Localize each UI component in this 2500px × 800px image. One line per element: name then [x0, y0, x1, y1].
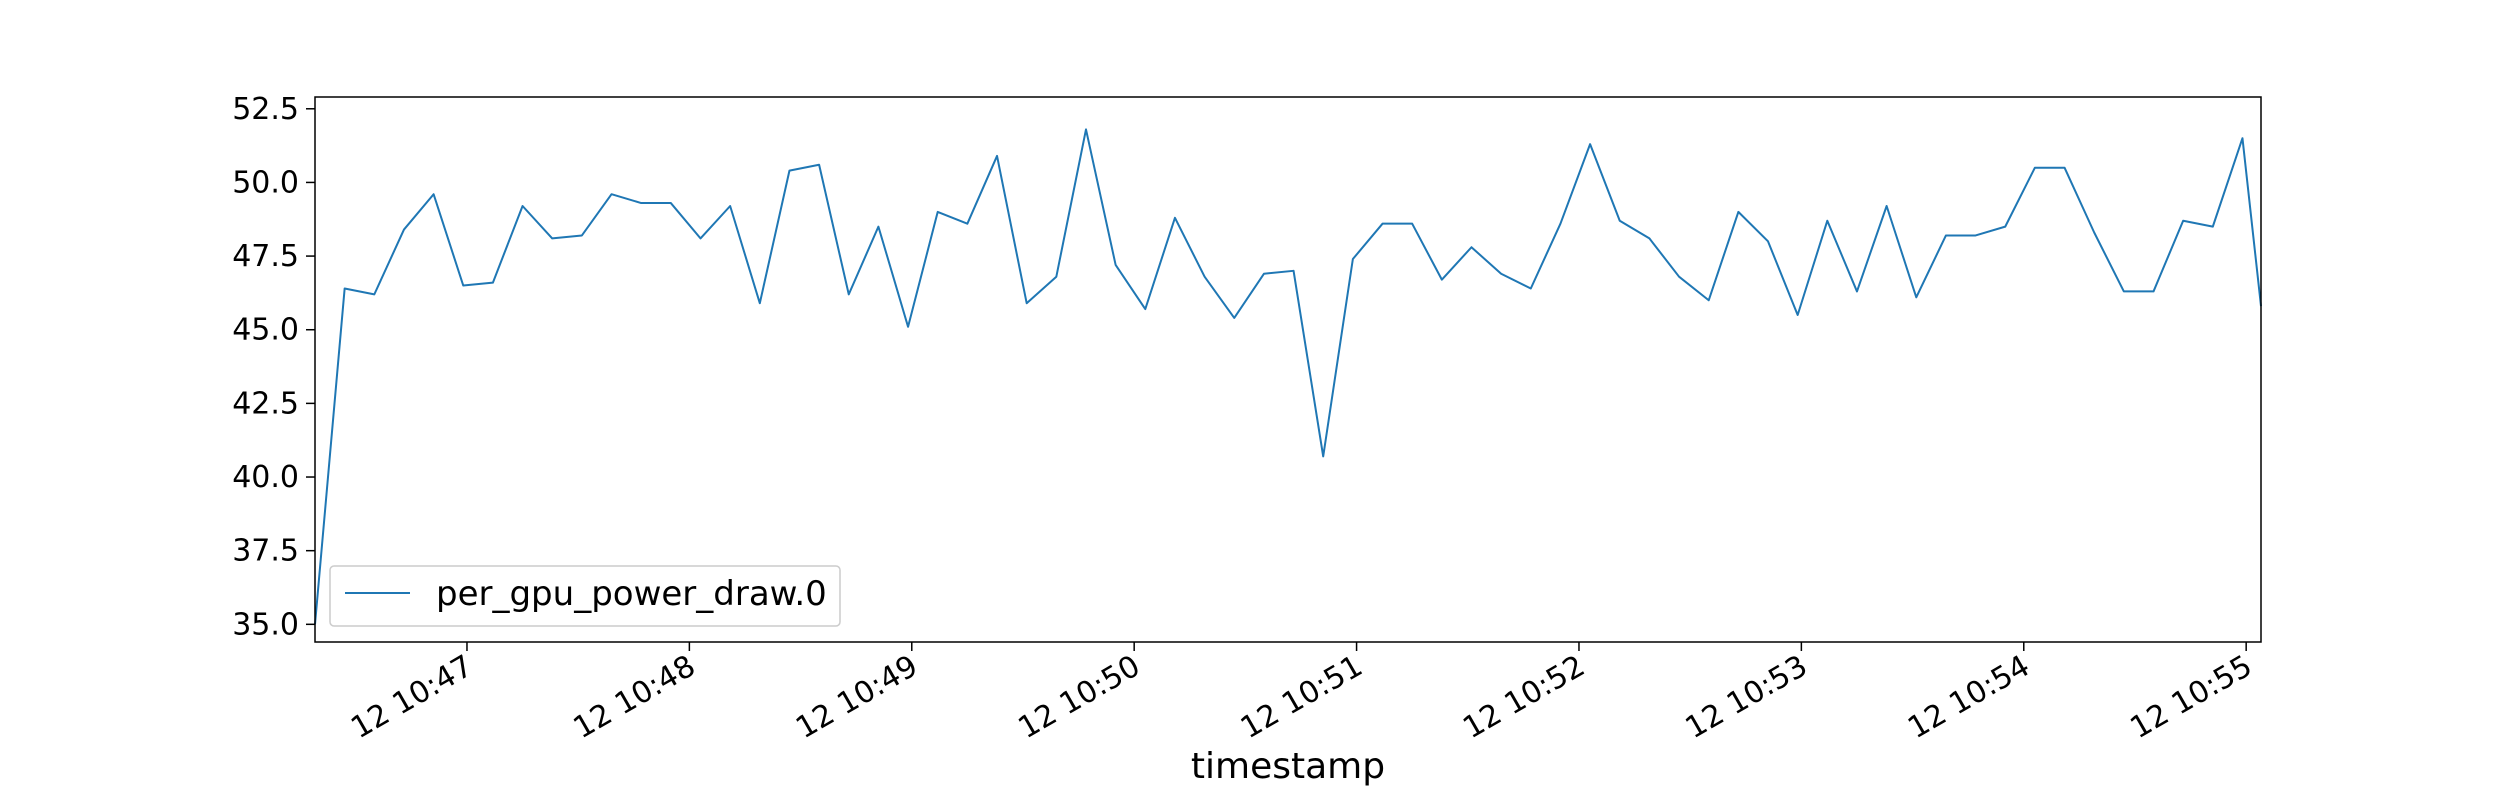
- x-tick-label: 12 10:51: [1235, 649, 1369, 746]
- x-tick-label: 12 10:50: [1012, 649, 1146, 746]
- y-tick-label: 37.5: [232, 534, 299, 569]
- x-tick-label: 12 10:52: [1457, 649, 1591, 746]
- y-tick-label: 35.0: [232, 607, 299, 642]
- plot-area-frame: [314, 96, 2262, 643]
- x-axis-title: timestamp: [1191, 746, 1385, 787]
- y-axis: 35.0 37.5 40.0 42.5 45.0 47.5 50.0 52.5: [232, 92, 315, 642]
- x-tick-label: 12 10:53: [1680, 649, 1814, 746]
- y-tick-label: 50.0: [232, 165, 299, 200]
- y-tick-label: 42.5: [232, 386, 299, 421]
- legend-frame: [329, 565, 841, 627]
- x-axis: 12 10:47 12 10:48 12 10:49 12 10:50 12 10:51…: [345, 642, 2258, 746]
- legend: per_gpu_power_draw.0: [329, 565, 841, 627]
- x-tick-label: 12 10:49: [790, 649, 924, 746]
- y-tick-label: 45.0: [232, 313, 299, 348]
- x-tick-label: 12 10:54: [1902, 649, 2036, 746]
- x-tick-label: 12 10:48: [568, 649, 702, 746]
- y-tick-label: 52.5: [232, 92, 299, 127]
- legend-entry-label: per_gpu_power_draw.0: [436, 574, 827, 614]
- plot-line-layer: [314, 128, 2262, 625]
- x-tick-label: 12 10:47: [345, 649, 479, 746]
- y-tick-label: 47.5: [232, 239, 299, 274]
- y-tick-label: 40.0: [232, 460, 299, 495]
- x-tick-label: 12 10:55: [2124, 649, 2258, 746]
- series-line-per-gpu-power-draw-0: [314, 128, 2262, 625]
